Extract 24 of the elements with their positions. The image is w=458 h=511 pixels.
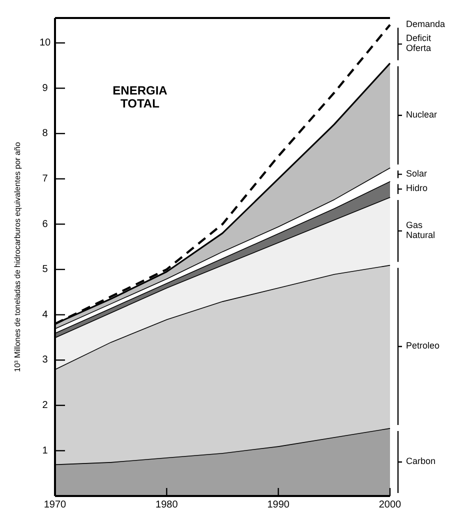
- y-tick-label: 1: [42, 445, 48, 456]
- y-axis-title: 10³ Millones de toneladas de hidrocarburos equivalentes por año: [13, 141, 22, 372]
- x-tick-label: 1980: [156, 500, 178, 511]
- text: Deficit Oferta: [406, 33, 432, 54]
- y-tick-label: 2: [42, 400, 48, 412]
- x-tick-label: 1990: [267, 500, 290, 511]
- text: ENERGIA TOTAL: [112, 84, 168, 111]
- legend-label: Nuclear: [406, 110, 438, 120]
- legend-label: Solar: [406, 168, 428, 179]
- legend-label: Carbon: [406, 456, 436, 466]
- series-label: Demanda: [406, 19, 446, 30]
- y-tick-label: 5: [42, 264, 48, 276]
- legend-label: Petroleo: [406, 340, 440, 351]
- y-tick-label: 7: [42, 173, 48, 184]
- y-tick-label: 8: [42, 128, 48, 140]
- y-tick-label: 6: [42, 218, 48, 230]
- y-tick-label: 10: [39, 38, 51, 49]
- legend-label: Hidro: [406, 183, 428, 194]
- y-tick-label: 3: [42, 354, 48, 366]
- x-tick-label: 1970: [44, 500, 67, 511]
- y-tick-label: 4: [42, 309, 48, 320]
- x-tick-label: 2000: [378, 500, 402, 511]
- legend-label: Gas Natural: [406, 220, 436, 240]
- y-tick-label: 9: [42, 82, 48, 94]
